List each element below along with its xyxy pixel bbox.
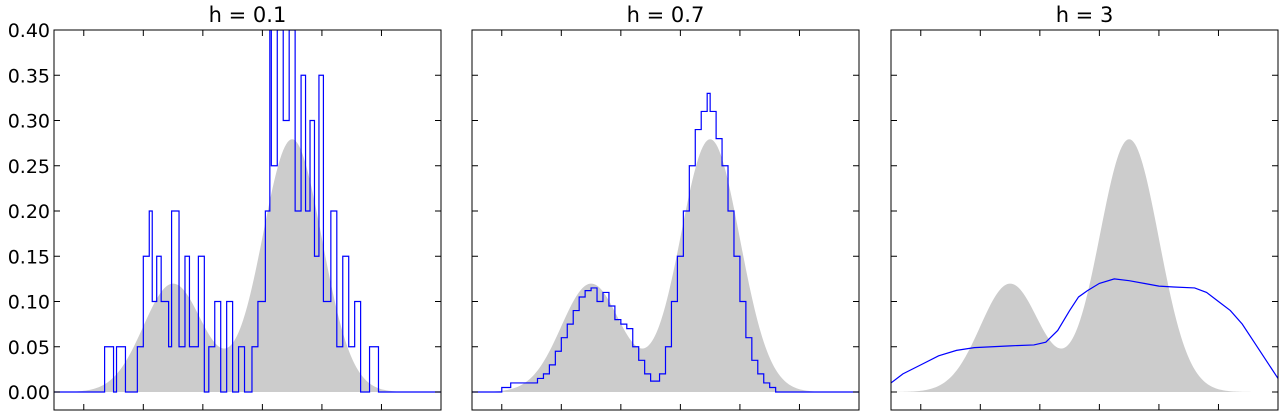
y-tick-label: 0.25 bbox=[8, 156, 50, 178]
panel-3: h = 3 bbox=[890, 3, 1279, 411]
plot-area bbox=[891, 139, 1278, 392]
kde-estimate-line bbox=[54, 30, 441, 393]
true-density-area bbox=[891, 139, 1278, 392]
y-tick-label: 0.05 bbox=[8, 337, 50, 359]
y-tick-label: 0.20 bbox=[8, 201, 50, 223]
true-density-area bbox=[54, 139, 441, 392]
y-tick-label: 0.30 bbox=[8, 111, 50, 133]
y-tick-label: 0.35 bbox=[8, 65, 50, 87]
plot-area bbox=[54, 30, 441, 393]
panel-title: h = 0.7 bbox=[627, 3, 705, 27]
axes-frame bbox=[471, 29, 860, 411]
y-tick-label: 0.00 bbox=[8, 382, 50, 404]
axes-frame bbox=[53, 29, 442, 411]
panel-title: h = 3 bbox=[1056, 3, 1114, 27]
true-density-area bbox=[472, 139, 859, 392]
axes-frame bbox=[890, 29, 1279, 411]
y-tick-label: 0.15 bbox=[8, 246, 50, 268]
plot-area bbox=[472, 92, 859, 393]
panel-1: 0.00 0.05 0.10 0.15 0.20 0.25 0.30 0.35 0.40 h = … bbox=[8, 3, 442, 411]
kde-estimate-line bbox=[891, 278, 1278, 384]
panel-title: h = 0.1 bbox=[209, 3, 287, 27]
y-tick-label: 0.40 bbox=[8, 20, 50, 42]
y-tick-label: 0.10 bbox=[8, 292, 50, 314]
panel-2: h = 0.7 bbox=[471, 3, 860, 411]
kde-estimate-line bbox=[472, 92, 859, 393]
